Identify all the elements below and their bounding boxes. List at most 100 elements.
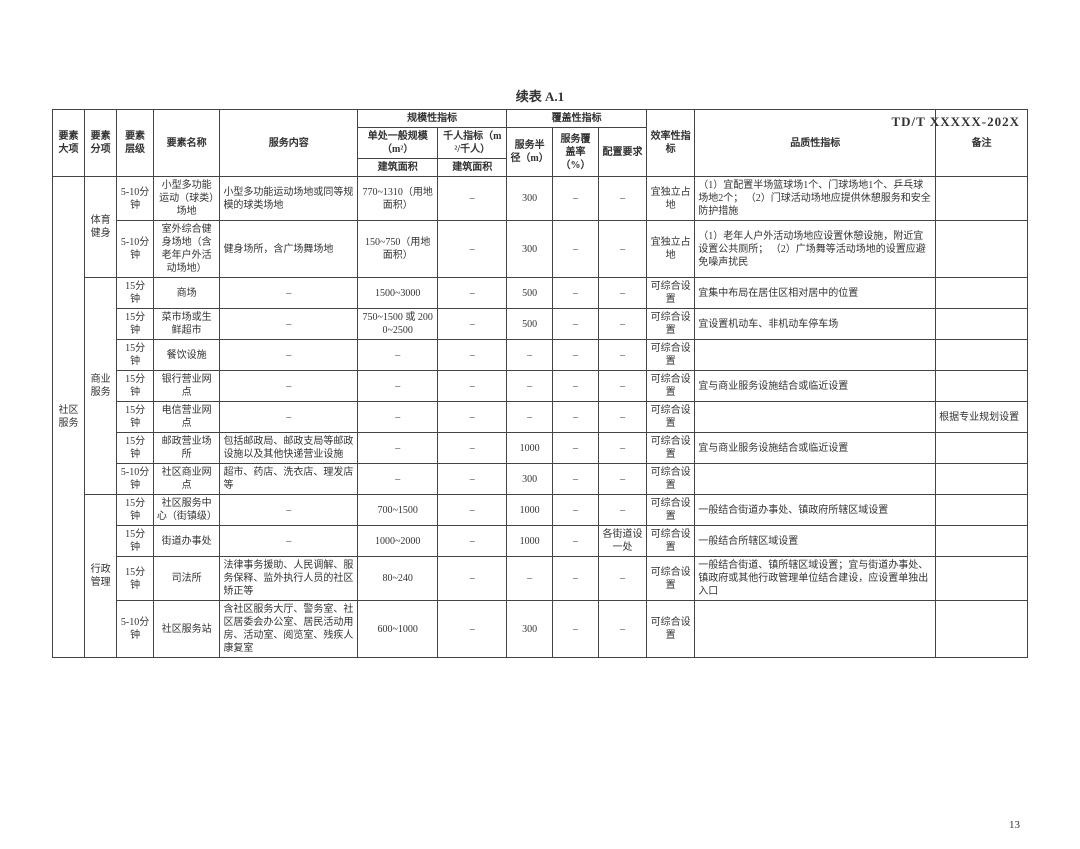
- radius-cell: 300: [507, 221, 553, 278]
- content-cell: –: [220, 526, 358, 557]
- note-cell: [936, 221, 1028, 278]
- radius-cell: –: [507, 340, 553, 371]
- quality-cell: [695, 464, 936, 495]
- scale-cell: 750~1500 或 2000~2500: [358, 309, 438, 340]
- eff-cell: 宜独立占地: [647, 221, 695, 278]
- cfg-cell: –: [598, 340, 646, 371]
- content-cell: –: [220, 402, 358, 433]
- per-cell: –: [438, 433, 507, 464]
- level-cell: 15分钟: [117, 557, 154, 601]
- note-cell: [936, 309, 1028, 340]
- note-cell: [936, 526, 1028, 557]
- eff-cell: 可综合设置: [647, 464, 695, 495]
- level-cell: 15分钟: [117, 495, 154, 526]
- scale-cell: 1500~3000: [358, 278, 438, 309]
- sub-category: 商业服务: [85, 278, 117, 495]
- table-row: 5-10分钟室外综合健身场地（含老年户外活动场地）健身场所，含广场舞场地150~…: [53, 221, 1028, 278]
- page-number: 13: [1009, 819, 1020, 831]
- level-cell: 5-10分钟: [117, 601, 154, 658]
- cfg-cell: –: [598, 221, 646, 278]
- per-cell: –: [438, 309, 507, 340]
- table-row: 15分钟司法所法律事务援助、人民调解、服务保释、监外执行人员的社区矫正等80~2…: [53, 557, 1028, 601]
- table-row: 5-10分钟社区商业网点超市、药店、洗衣店、理发店等––300––可综合设置: [53, 464, 1028, 495]
- level-cell: 15分钟: [117, 278, 154, 309]
- content-cell: –: [220, 495, 358, 526]
- cover-cell: –: [553, 278, 599, 309]
- hdr-col4: 要素名称: [153, 110, 220, 177]
- per-cell: –: [438, 340, 507, 371]
- table-row: 15分钟邮政营业场所包括邮政局、邮政支局等邮政设施以及其他快递营业设施––100…: [53, 433, 1028, 464]
- note-cell: [936, 495, 1028, 526]
- cfg-cell: –: [598, 371, 646, 402]
- main-table-wrap: 要素大项 要素分项 要素层级 要素名称 服务内容 规模性指标 覆盖性指标 效率性…: [52, 109, 1028, 658]
- hdr-col11: 效率性指标: [647, 110, 695, 177]
- level-cell: 15分钟: [117, 371, 154, 402]
- per-cell: –: [438, 495, 507, 526]
- cfg-cell: –: [598, 402, 646, 433]
- cfg-cell: –: [598, 464, 646, 495]
- table-header: 要素大项 要素分项 要素层级 要素名称 服务内容 规模性指标 覆盖性指标 效率性…: [53, 110, 1028, 177]
- scale-cell: –: [358, 371, 438, 402]
- content-cell: –: [220, 309, 358, 340]
- eff-cell: 宜独立占地: [647, 177, 695, 221]
- big-category: 社区服务: [53, 177, 85, 658]
- per-cell: –: [438, 557, 507, 601]
- cover-cell: –: [553, 309, 599, 340]
- quality-cell: 一般结合街道、镇所辖区域设置；宜与街道办事处、镇政府或其他行政管理单位结合建设，…: [695, 557, 936, 601]
- table-row: 15分钟电信营业网点––––––可综合设置根据专业规划设置: [53, 402, 1028, 433]
- eff-cell: 可综合设置: [647, 557, 695, 601]
- per-cell: –: [438, 371, 507, 402]
- content-cell: 法律事务援助、人民调解、服务保释、监外执行人员的社区矫正等: [220, 557, 358, 601]
- content-cell: 包括邮政局、邮政支局等邮政设施以及其他快递营业设施: [220, 433, 358, 464]
- content-cell: –: [220, 371, 358, 402]
- note-cell: [936, 340, 1028, 371]
- quality-cell: [695, 402, 936, 433]
- note-cell: [936, 601, 1028, 658]
- content-cell: –: [220, 340, 358, 371]
- content-cell: 超市、药店、洗衣店、理发店等: [220, 464, 358, 495]
- eff-cell: 可综合设置: [647, 601, 695, 658]
- radius-cell: 300: [507, 177, 553, 221]
- quality-cell: 宜集中布局在居住区相对居中的位置: [695, 278, 936, 309]
- hdr-col5: 服务内容: [220, 110, 358, 177]
- scale-cell: 80~240: [358, 557, 438, 601]
- main-table: 要素大项 要素分项 要素层级 要素名称 服务内容 规模性指标 覆盖性指标 效率性…: [52, 109, 1028, 658]
- hdr-col1: 要素大项: [53, 110, 85, 177]
- cover-cell: –: [553, 177, 599, 221]
- per-cell: –: [438, 601, 507, 658]
- level-cell: 5-10分钟: [117, 177, 154, 221]
- name-cell: 商场: [153, 278, 220, 309]
- cfg-cell: –: [598, 177, 646, 221]
- cover-cell: –: [553, 221, 599, 278]
- note-cell: [936, 177, 1028, 221]
- eff-cell: 可综合设置: [647, 402, 695, 433]
- note-cell: [936, 557, 1028, 601]
- level-cell: 5-10分钟: [117, 464, 154, 495]
- cover-cell: –: [553, 464, 599, 495]
- eff-cell: 可综合设置: [647, 309, 695, 340]
- cover-cell: –: [553, 433, 599, 464]
- sub-category: 行政管理: [85, 495, 117, 658]
- table-row: 15分钟银行营业网点––––––可综合设置宜与商业服务设施结合或临近设置: [53, 371, 1028, 402]
- cover-cell: –: [553, 601, 599, 658]
- quality-cell: （1）宜配置半场篮球场1个、门球场地1个、乒乓球场地2个； （2）门球活动场地应…: [695, 177, 936, 221]
- per-cell: –: [438, 221, 507, 278]
- radius-cell: 500: [507, 278, 553, 309]
- level-cell: 15分钟: [117, 402, 154, 433]
- eff-cell: 可综合设置: [647, 340, 695, 371]
- name-cell: 社区商业网点: [153, 464, 220, 495]
- radius-cell: 1000: [507, 526, 553, 557]
- table-row: 5-10分钟社区服务站含社区服务大厅、警务室、社区居委会办公室、居民活动用房、活…: [53, 601, 1028, 658]
- cfg-cell: –: [598, 557, 646, 601]
- doc-code: TD/T XXXXX-202X: [891, 114, 1020, 130]
- eff-cell: 可综合设置: [647, 278, 695, 309]
- eff-cell: 可综合设置: [647, 526, 695, 557]
- scale-cell: –: [358, 340, 438, 371]
- radius-cell: 1000: [507, 433, 553, 464]
- level-cell: 15分钟: [117, 340, 154, 371]
- quality-cell: 一般结合街道办事处、镇政府所辖区域设置: [695, 495, 936, 526]
- name-cell: 餐饮设施: [153, 340, 220, 371]
- hdr-col10: 配置要求: [598, 128, 646, 177]
- quality-cell: 宜与商业服务设施结合或临近设置: [695, 371, 936, 402]
- name-cell: 银行营业网点: [153, 371, 220, 402]
